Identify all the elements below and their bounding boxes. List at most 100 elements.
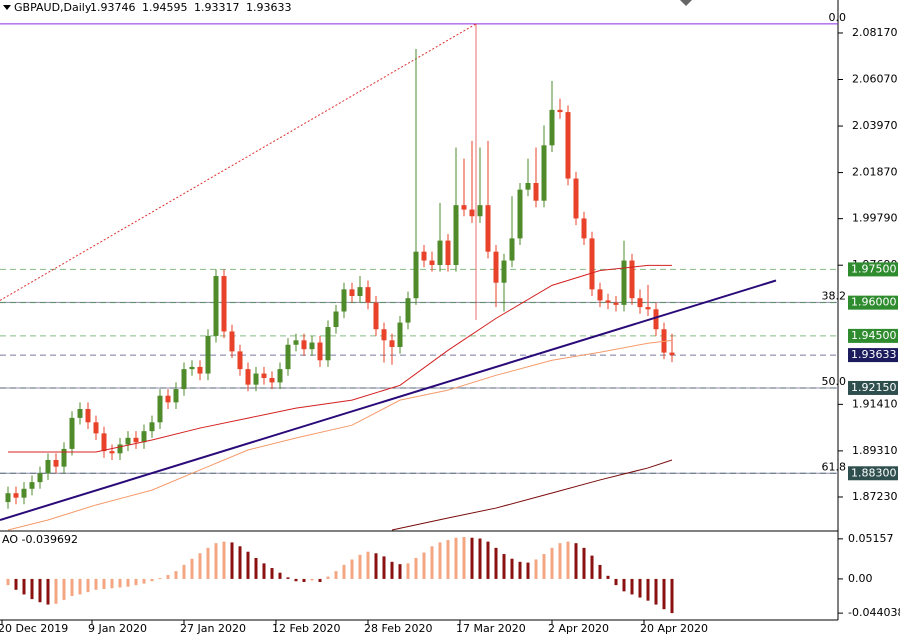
ao-bar	[430, 546, 434, 579]
ao-bar	[558, 543, 562, 579]
x-tick-label: 27 Jan 2020	[180, 622, 246, 635]
candle-body	[29, 482, 35, 489]
ao-bar	[182, 564, 186, 579]
moving-average	[8, 264, 672, 453]
candle-body	[269, 377, 275, 383]
ao-bar	[230, 542, 234, 579]
price-label-box	[848, 380, 898, 395]
ao-bar	[646, 578, 650, 601]
ao-bar	[46, 578, 50, 605]
candle-body	[405, 298, 411, 323]
candle-body	[229, 331, 235, 352]
ao-bar	[606, 575, 610, 579]
candle-body	[133, 437, 139, 443]
candle-body	[621, 260, 627, 305]
menu-triangle[interactable]	[3, 5, 11, 10]
fib-label: 61.8	[822, 460, 847, 473]
candle-body	[189, 366, 195, 370]
ao-bar	[334, 571, 338, 579]
ao-bar	[62, 578, 66, 600]
candle-body	[165, 395, 171, 403]
ao-bar	[198, 553, 202, 579]
ao-bar	[318, 578, 322, 583]
candle-body	[357, 287, 363, 296]
ao-bar	[598, 564, 602, 579]
candle-body	[85, 409, 91, 423]
ao-bar	[286, 577, 290, 579]
x-tick-label: 9 Jan 2020	[88, 622, 147, 635]
price-label: 1.96000	[851, 296, 897, 309]
ao-bar	[582, 547, 586, 579]
price-label: 1.97500	[851, 262, 897, 275]
x-tick-label: 20 Dec 2019	[0, 622, 68, 635]
price-label-box	[848, 328, 898, 343]
candle-body	[277, 369, 283, 383]
candle-body	[525, 182, 531, 190]
candle-body	[509, 238, 515, 261]
ao-bar	[566, 541, 570, 579]
candle-body	[261, 373, 267, 378]
candle-body	[333, 311, 339, 328]
candle-body	[117, 444, 123, 454]
y-tick-label: 1.91410	[852, 397, 898, 410]
candle-body	[605, 300, 611, 303]
candle-body	[173, 389, 179, 403]
candle-body	[637, 298, 643, 308]
ao-bar	[14, 578, 18, 590]
price-label: 1.93633	[851, 348, 897, 361]
moving-average	[391, 459, 673, 531]
trendline	[0, 279, 777, 521]
candle-body	[453, 205, 459, 265]
ao-bar	[414, 557, 418, 579]
candle-body	[205, 335, 211, 374]
y-tick-label: 0.00	[848, 572, 873, 585]
ao-bar	[166, 575, 170, 579]
ao-bar	[446, 540, 450, 579]
candle-body	[517, 189, 523, 239]
price-label-box	[848, 262, 898, 277]
ao-bar	[78, 578, 82, 595]
ao-bar	[462, 536, 466, 579]
candle-body	[213, 276, 219, 336]
x-tick-label: 17 Mar 2020	[456, 622, 526, 635]
candle-body	[421, 251, 427, 261]
candle-body	[141, 431, 147, 443]
ao-bar	[422, 552, 426, 579]
candle-body	[581, 218, 587, 239]
ao-bar	[518, 561, 522, 579]
scroll-marker[interactable]	[680, 0, 692, 6]
candle-body	[373, 302, 379, 330]
ao-bar	[94, 578, 98, 590]
ao-bar	[382, 556, 386, 579]
ao-bar	[486, 541, 490, 579]
y-tick-label: 1.87230	[852, 490, 898, 503]
ao-bar	[550, 547, 554, 579]
ao-bar	[294, 578, 298, 582]
candle-body	[109, 451, 115, 454]
ao-bar	[118, 578, 122, 588]
ao-bar	[126, 578, 130, 587]
ao-bar	[654, 578, 658, 605]
candle-body	[37, 473, 43, 483]
ao-bar	[158, 578, 162, 580]
candle-body	[341, 289, 347, 312]
ao-bar	[174, 571, 178, 579]
candle-body	[485, 205, 491, 252]
price-label: 1.92150	[851, 381, 897, 394]
candle-body	[565, 112, 571, 179]
price-label-box	[848, 466, 898, 481]
fib-label: 38.2	[822, 289, 847, 302]
ao-bar	[54, 578, 58, 604]
candle-body	[125, 437, 131, 445]
y-tick-label: 2.06070	[852, 73, 898, 86]
candle-body	[149, 422, 155, 432]
y-tick-label: 2.03970	[852, 119, 898, 132]
candle-body	[629, 260, 635, 299]
ao-bar	[510, 558, 514, 579]
candle-body	[349, 289, 355, 296]
ao-bar	[6, 578, 10, 586]
x-tick-label: 2 Apr 2020	[548, 622, 609, 635]
header-open: 1.93746	[90, 1, 136, 14]
candle-body	[557, 109, 563, 113]
